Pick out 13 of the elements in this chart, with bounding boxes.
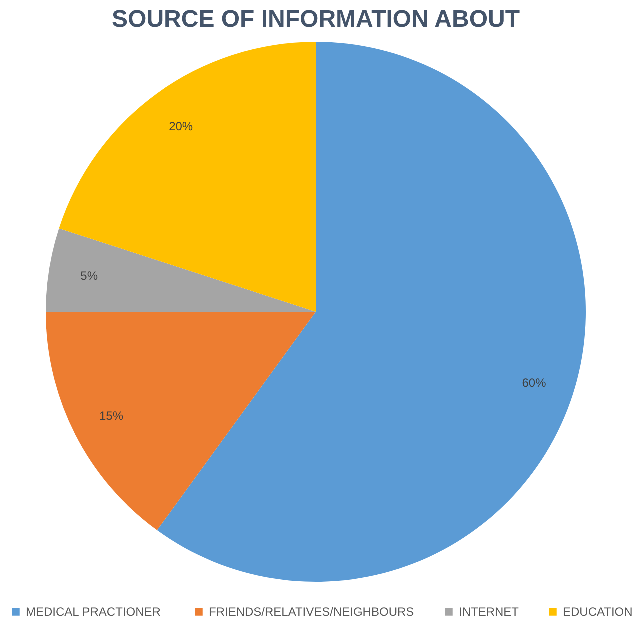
legend-label: EDUCATION xyxy=(563,605,632,619)
pie-slice xyxy=(59,42,316,312)
data-label: 15% xyxy=(100,409,124,424)
data-label: 60% xyxy=(522,376,547,390)
pie-slice xyxy=(46,312,316,530)
data-label: 5% xyxy=(80,269,98,284)
legend-label: MEDICAL PRACTIONER xyxy=(26,605,162,619)
legend-label: INTERNET xyxy=(459,605,520,619)
chart-title: SOURCE OF INFORMATION ABOUT xyxy=(112,6,520,33)
pie-slice xyxy=(46,228,316,312)
pie-slice xyxy=(157,42,586,582)
legend-label: FRIENDS/RELATIVES/NEIGHBOURS xyxy=(209,605,414,619)
data-label: 20% xyxy=(169,119,194,134)
